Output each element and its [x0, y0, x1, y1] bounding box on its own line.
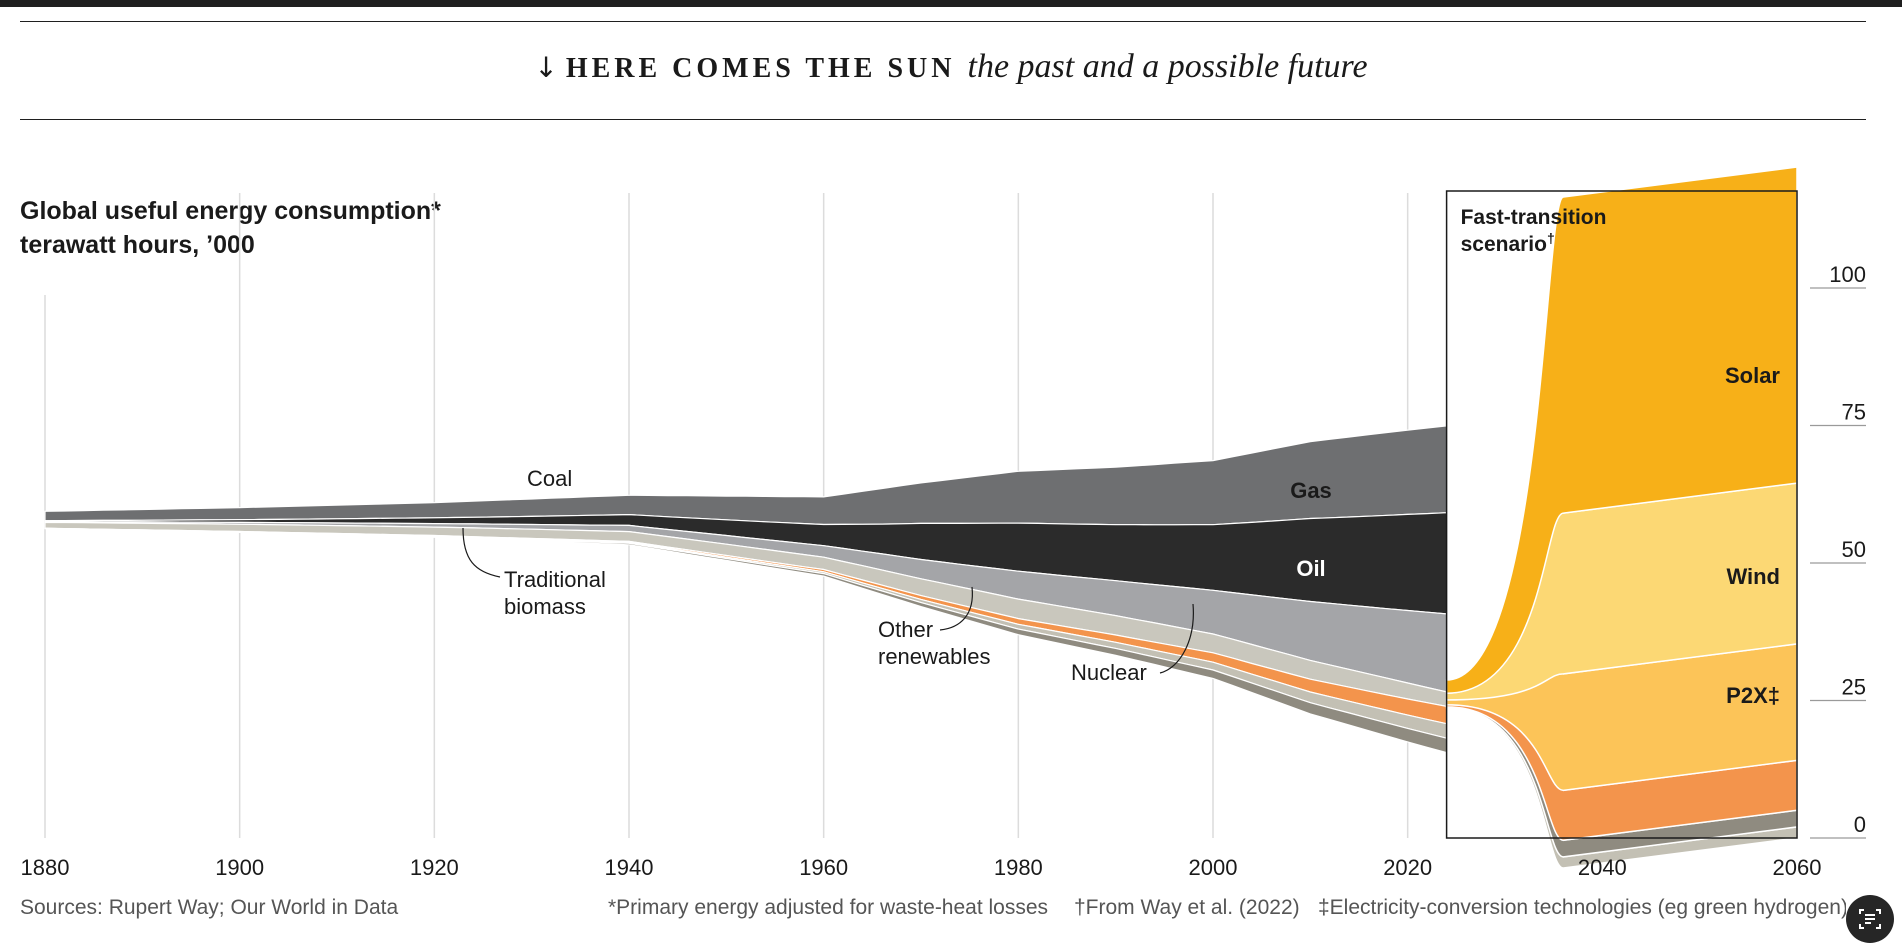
y-tick-label-0: 0: [1854, 812, 1866, 837]
x-tick-label-1920: 1920: [410, 855, 459, 880]
y-tick-label-75: 75: [1842, 400, 1866, 425]
scenario-area-solar: [1445, 166, 1798, 694]
series-label-nuclear: Nuclear: [1071, 660, 1147, 685]
chart-header: ↓ HERE COMES THE SUN the past and a possib…: [0, 48, 1902, 86]
header-rule-top: [20, 21, 1866, 22]
scan-text-icon: [1859, 909, 1881, 929]
top-bar: [0, 0, 1902, 7]
chart-title-line2: terawatt hours, ’000: [20, 231, 255, 259]
footer-sources: Sources: Rupert Way; Our World in Data: [20, 896, 399, 919]
series-label-other-renewables-line2: renewables: [878, 644, 991, 669]
x-tick-label-2000: 2000: [1189, 855, 1238, 880]
footer-note-electricity: ‡Electricity-conversion technologies (eg…: [1318, 896, 1846, 919]
chart-title-line1: Global useful energy consumption*: [20, 197, 441, 225]
header-rule-bottom: [20, 119, 1866, 120]
x-tick-label-1940: 1940: [605, 855, 654, 880]
down-arrow-icon: ↓: [534, 51, 558, 84]
scenario-label-line2: scenario†: [1461, 230, 1555, 256]
series-label-coal: Coal: [1280, 386, 1328, 411]
x-tick-label-1880: 1880: [21, 855, 70, 880]
leader-other-renewables: [939, 586, 973, 631]
header-kicker: HERE COMES THE SUN: [565, 53, 956, 84]
x-tick-label-1980: 1980: [994, 855, 1043, 880]
scenario-frame: [1445, 190, 1798, 839]
x-tick-label-1960: 1960: [799, 855, 848, 880]
y-tick-label-25: 25: [1842, 675, 1866, 700]
series-label-gas: Gas: [1290, 478, 1332, 503]
y-tick-label-100: 100: [1829, 262, 1866, 287]
series-label-traditional-biomass-line2: biomass: [504, 594, 586, 619]
series-label-wind: Wind: [1726, 564, 1780, 589]
area-coal: [44, 425, 1448, 526]
series-label-solar: Solar: [1725, 363, 1780, 388]
series-label-traditional-biomass-line1: Traditional: [504, 567, 606, 592]
text-recognition-button[interactable]: [1846, 895, 1894, 943]
scenario-label-line1: Fast-transition: [1461, 206, 1607, 229]
leader-traditional-biomass: [462, 527, 501, 578]
header-subtitle: the past and a possible future: [967, 48, 1368, 85]
leader-nuclear: [1159, 603, 1194, 674]
chart-title: Global useful energy consumption* terawa…: [20, 194, 441, 262]
footer-note-way: †From Way et al. (2022): [1074, 896, 1300, 919]
y-tick-label-50: 50: [1842, 537, 1866, 562]
x-tick-label-2020: 2020: [1383, 855, 1432, 880]
series-label-other-renewables-line1: Other: [878, 617, 933, 642]
footer-note-primary-energy: *Primary energy adjusted for waste-heat …: [608, 896, 1049, 919]
x-tick-label-2060: 2060: [1773, 855, 1822, 880]
x-tick-label-1900: 1900: [215, 855, 264, 880]
series-label-oil: Oil: [1296, 556, 1325, 581]
series-label-coal: Coal: [527, 466, 572, 491]
x-tick-label-2040: 2040: [1578, 855, 1627, 880]
labels: 1880 1900 1920 1940 1960 1980 2000 2020 2040 2060…: [21, 206, 1866, 880]
stream-areas: [44, 166, 1798, 869]
series-label-p2x: P2X‡: [1726, 683, 1780, 708]
